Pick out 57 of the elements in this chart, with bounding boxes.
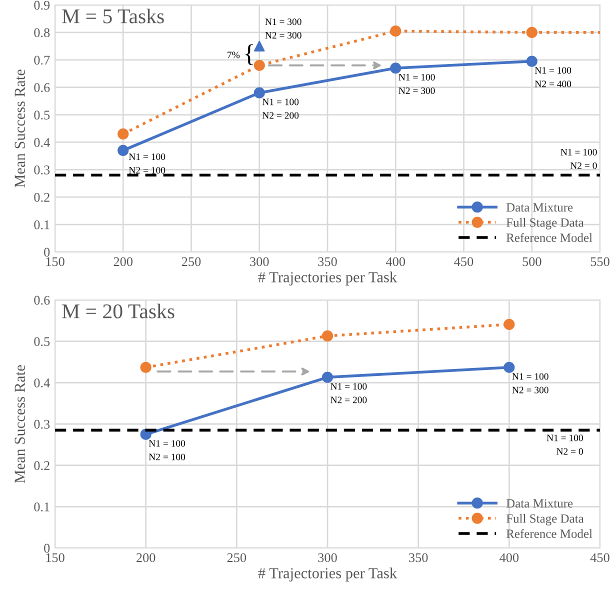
y-tick-label: 0.9 bbox=[34, 0, 50, 10]
y-tick-label: 0.5 bbox=[34, 110, 50, 120]
annotation: { bbox=[245, 44, 253, 66]
legend-label: Reference Model bbox=[506, 233, 592, 242]
y-tick-label: 0.4 bbox=[34, 378, 50, 388]
annotation: 7% bbox=[228, 52, 240, 58]
y-tick-label: 0 bbox=[44, 248, 50, 257]
y-tick-label: 0.3 bbox=[34, 420, 50, 429]
y-tick-label: 0.2 bbox=[34, 461, 50, 470]
y-tick-label: 0 bbox=[44, 544, 50, 553]
annotation: N1 = 100 N2 = 200 bbox=[262, 98, 299, 119]
legend-label: Full Stage Data bbox=[506, 218, 584, 230]
x-tick-label: 550 bbox=[590, 257, 610, 266]
x-tick-label: 450 bbox=[590, 553, 610, 562]
y-tick-label: 0.5 bbox=[34, 337, 50, 346]
annotation: N1 = 100 N2 = 100 bbox=[128, 154, 166, 174]
legend-label: Data Mixture bbox=[506, 499, 573, 508]
y-tick-label: 0.7 bbox=[34, 56, 50, 65]
annotation: N1 = 100 N2 = 0 bbox=[560, 148, 597, 170]
x-tick-label: 350 bbox=[318, 257, 337, 266]
annotation: N1 = 100 N2 = 400 bbox=[534, 67, 572, 88]
x-tick-label: 200 bbox=[114, 257, 133, 266]
legend-label: Full Stage Data bbox=[506, 514, 584, 526]
x-tick-label: 400 bbox=[386, 257, 406, 266]
annotation: N1 = 100 N2 = 300 bbox=[398, 74, 435, 94]
x-axis-title: # Trajectories per Task bbox=[258, 272, 398, 286]
x-tick-label: 300 bbox=[250, 257, 269, 266]
annotation: N1 = 100 N2 = 200 bbox=[330, 383, 367, 404]
chart-title: M = 5 Tasks bbox=[62, 8, 164, 24]
y-tick-label: 0.1 bbox=[34, 502, 50, 512]
annotation: N1 = 100 N2 = 300 bbox=[512, 373, 548, 394]
chart-title: M = 20 Tasks bbox=[62, 304, 174, 318]
y-tick-label: 0.1 bbox=[34, 220, 50, 230]
x-axis-title: # Trajectories per Task bbox=[258, 568, 398, 582]
y-tick-label: 0.8 bbox=[34, 28, 50, 38]
y-tick-label: 0.4 bbox=[34, 138, 50, 147]
y-tick-label: 0.2 bbox=[34, 192, 50, 202]
x-tick-label: 250 bbox=[182, 257, 201, 266]
annotation: N1 = 100 N2 = 100 bbox=[148, 440, 186, 460]
x-tick-label: 200 bbox=[136, 553, 156, 562]
annotation: N1 = 300 N2 = 300 bbox=[265, 18, 302, 39]
y-tick-label: 0.6 bbox=[34, 296, 50, 305]
x-tick-label: 150 bbox=[46, 257, 64, 266]
x-tick-label: 300 bbox=[318, 553, 337, 562]
x-tick-label: 400 bbox=[500, 553, 519, 562]
x-tick-label: 450 bbox=[454, 257, 474, 266]
x-tick-label: 500 bbox=[522, 257, 542, 266]
x-tick-label: 350 bbox=[409, 553, 428, 562]
y-axis-title: Mean Success Rate bbox=[14, 70, 25, 188]
legend-label: Reference Model bbox=[506, 529, 592, 538]
x-tick-label: 250 bbox=[227, 553, 246, 562]
y-axis-title: Mean Success Rate bbox=[14, 365, 25, 483]
x-tick-label: 150 bbox=[46, 553, 64, 562]
y-tick-label: 0.3 bbox=[34, 165, 50, 174]
annotation: N1 = 100 N2 = 0 bbox=[546, 434, 583, 455]
y-tick-label: 0.6 bbox=[34, 83, 50, 92]
legend-label: Data Mixture bbox=[506, 203, 573, 212]
